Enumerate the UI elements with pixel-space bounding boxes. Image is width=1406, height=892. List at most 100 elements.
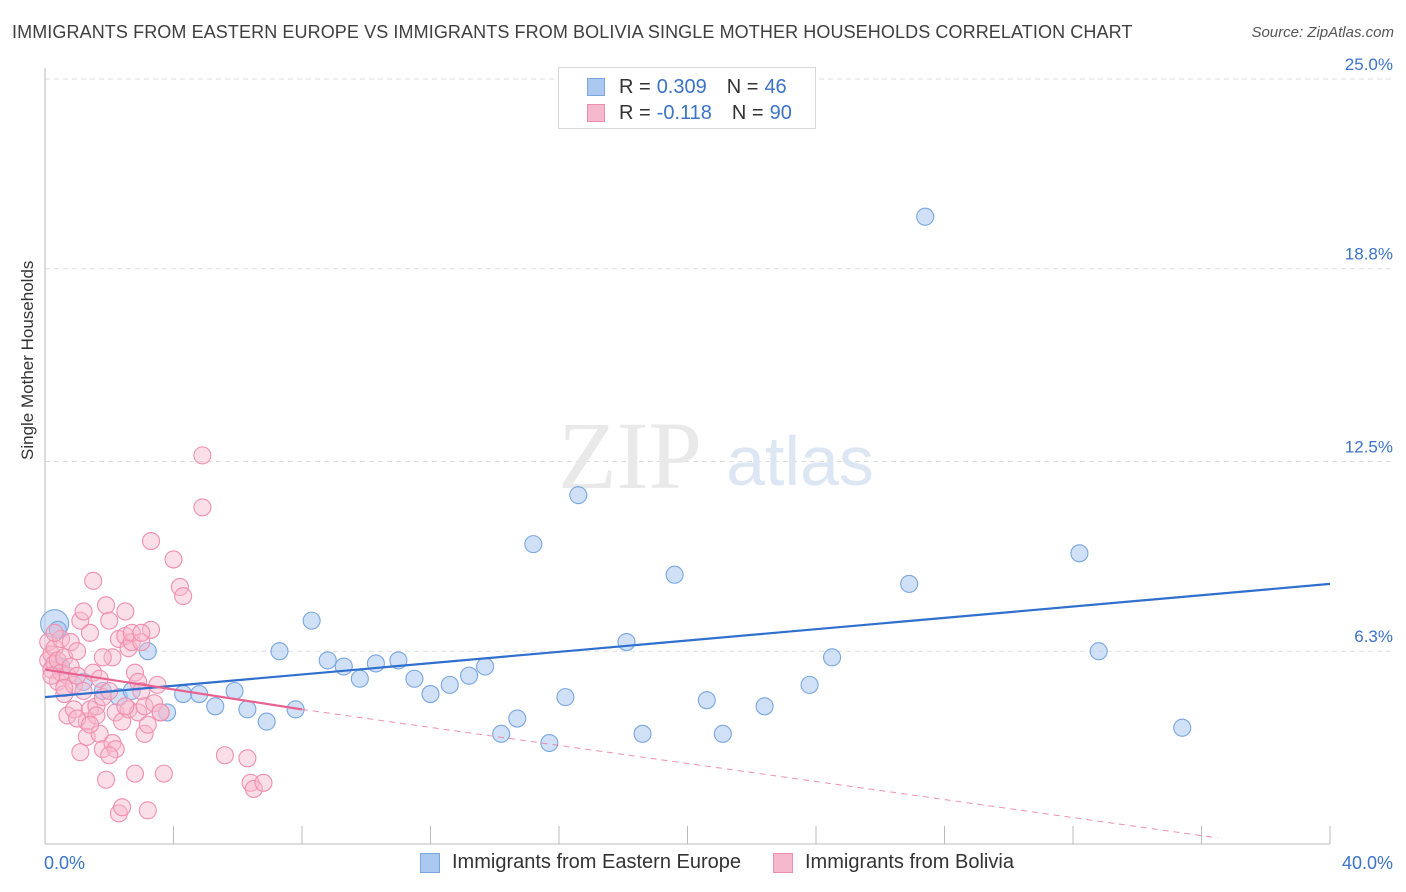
point-bolivia	[93, 648, 112, 667]
bottom-legend-swatch-pink	[773, 852, 793, 873]
point-eastern-europe	[334, 657, 353, 676]
point-bolivia	[113, 798, 132, 817]
point-bolivia	[122, 623, 141, 642]
watermark-atlas: atlas	[726, 422, 874, 500]
point-eastern-europe	[900, 574, 919, 593]
trend-lines	[44, 582, 1331, 839]
point-eastern-europe	[421, 685, 440, 704]
legend-row-eastern-europe: R = 0.309 N = 46	[587, 75, 807, 99]
point-bolivia	[132, 681, 151, 701]
point-bolivia	[61, 657, 80, 676]
point-bolivia	[100, 746, 119, 765]
y-axis-label: Single Mother Households	[18, 260, 37, 460]
point-bolivia	[116, 602, 135, 621]
point-eastern-europe	[1173, 718, 1192, 737]
point-eastern-europe	[492, 724, 511, 743]
bottom-legend-swatch-blue	[420, 852, 440, 873]
point-bolivia	[116, 697, 135, 716]
bottom-legend-eastern-europe: Immigrants from Eastern Europe	[420, 851, 741, 874]
point-bolivia	[244, 779, 263, 798]
point-bolivia	[138, 801, 157, 820]
point-bolivia	[100, 611, 119, 630]
point-bolivia	[193, 446, 212, 465]
point-bolivia	[164, 550, 183, 569]
point-eastern-europe	[755, 697, 774, 716]
legend-n-value: 90	[769, 101, 792, 124]
y-tick-label: 18.8%	[1345, 245, 1393, 264]
point-bolivia	[145, 694, 164, 713]
trend-extension-bolivia	[301, 708, 1218, 839]
trend-line-bolivia	[44, 668, 303, 711]
point-bolivia	[151, 703, 170, 722]
y-tick-label: 12.5%	[1345, 438, 1393, 457]
point-eastern-europe	[318, 651, 337, 670]
point-eastern-europe	[158, 703, 177, 722]
tick-labels: 6.3% 12.5% 18.8% 25.0% 0.0% 40.0%	[44, 55, 1393, 873]
point-bolivia	[215, 746, 234, 765]
point-eastern-europe	[350, 669, 369, 688]
point-bolivia	[84, 571, 103, 590]
bottom-legend-label: Immigrants from Eastern Europe	[452, 851, 741, 873]
zipatlas-watermark: ZIP atlas	[558, 402, 874, 509]
point-bolivia	[254, 773, 273, 792]
point-eastern-europe	[270, 642, 289, 661]
stats-legend: R = 0.309 N = 46 R = -0.118 N = 90	[558, 67, 816, 129]
point-bolivia	[96, 770, 116, 789]
point-eastern-europe	[540, 733, 559, 753]
point-bolivia	[90, 724, 109, 743]
y-tick-label: 6.3%	[1354, 627, 1393, 646]
point-bolivia	[122, 632, 141, 652]
point-bolivia	[141, 620, 161, 639]
point-eastern-europe	[206, 697, 225, 716]
point-bolivia	[96, 596, 116, 615]
point-bolivia	[80, 715, 100, 734]
legend-r-value: -0.118	[656, 101, 712, 124]
point-eastern-europe	[524, 535, 543, 554]
point-eastern-europe	[1089, 642, 1108, 661]
point-eastern-europe	[633, 724, 652, 743]
bottom-legend-bolivia: Immigrants from Bolivia	[773, 851, 1014, 874]
point-bolivia	[74, 681, 93, 701]
chart-title: IMMIGRANTS FROM EASTERN EUROPE VS IMMIGR…	[12, 22, 1133, 42]
legend-row-bolivia: R = -0.118 N = 90	[587, 101, 812, 125]
point-bolivia	[193, 498, 212, 517]
point-eastern-europe	[665, 565, 684, 584]
point-bolivia	[125, 764, 144, 783]
point-bolivia	[138, 715, 157, 734]
point-bolivia	[87, 706, 106, 725]
point-bolivia	[154, 764, 173, 783]
scatter-points	[39, 207, 1192, 823]
point-eastern-europe	[440, 675, 459, 694]
point-eastern-europe	[238, 700, 257, 719]
grid-lines	[45, 78, 1392, 652]
point-eastern-europe	[556, 688, 575, 707]
point-eastern-europe	[697, 691, 716, 710]
point-bolivia	[238, 749, 257, 768]
point-bolivia	[80, 623, 100, 642]
point-bolivia	[103, 648, 122, 667]
source-credit: Source: ZipAtlas.com	[1251, 24, 1394, 41]
point-eastern-europe	[257, 712, 276, 731]
point-bolivia	[148, 675, 167, 694]
point-bolivia	[174, 587, 193, 606]
point-bolivia	[141, 532, 161, 551]
legend-r-label: R =	[619, 75, 651, 98]
point-eastern-europe	[138, 642, 157, 661]
trend-line-eastern-europe	[44, 582, 1331, 699]
legend-n-label: N =	[726, 75, 759, 98]
point-eastern-europe	[916, 207, 935, 226]
point-bolivia	[45, 623, 64, 642]
point-bolivia	[135, 697, 154, 716]
point-bolivia	[61, 632, 80, 652]
point-eastern-europe	[508, 709, 527, 728]
point-eastern-europe	[617, 632, 636, 652]
point-bolivia	[87, 697, 106, 716]
point-bolivia	[68, 642, 87, 661]
point-eastern-europe	[569, 486, 588, 505]
point-eastern-europe	[476, 657, 495, 676]
point-eastern-europe	[459, 666, 479, 685]
point-eastern-europe	[713, 724, 732, 743]
point-bolivia	[132, 623, 151, 642]
legend-swatch-pink	[587, 104, 605, 122]
